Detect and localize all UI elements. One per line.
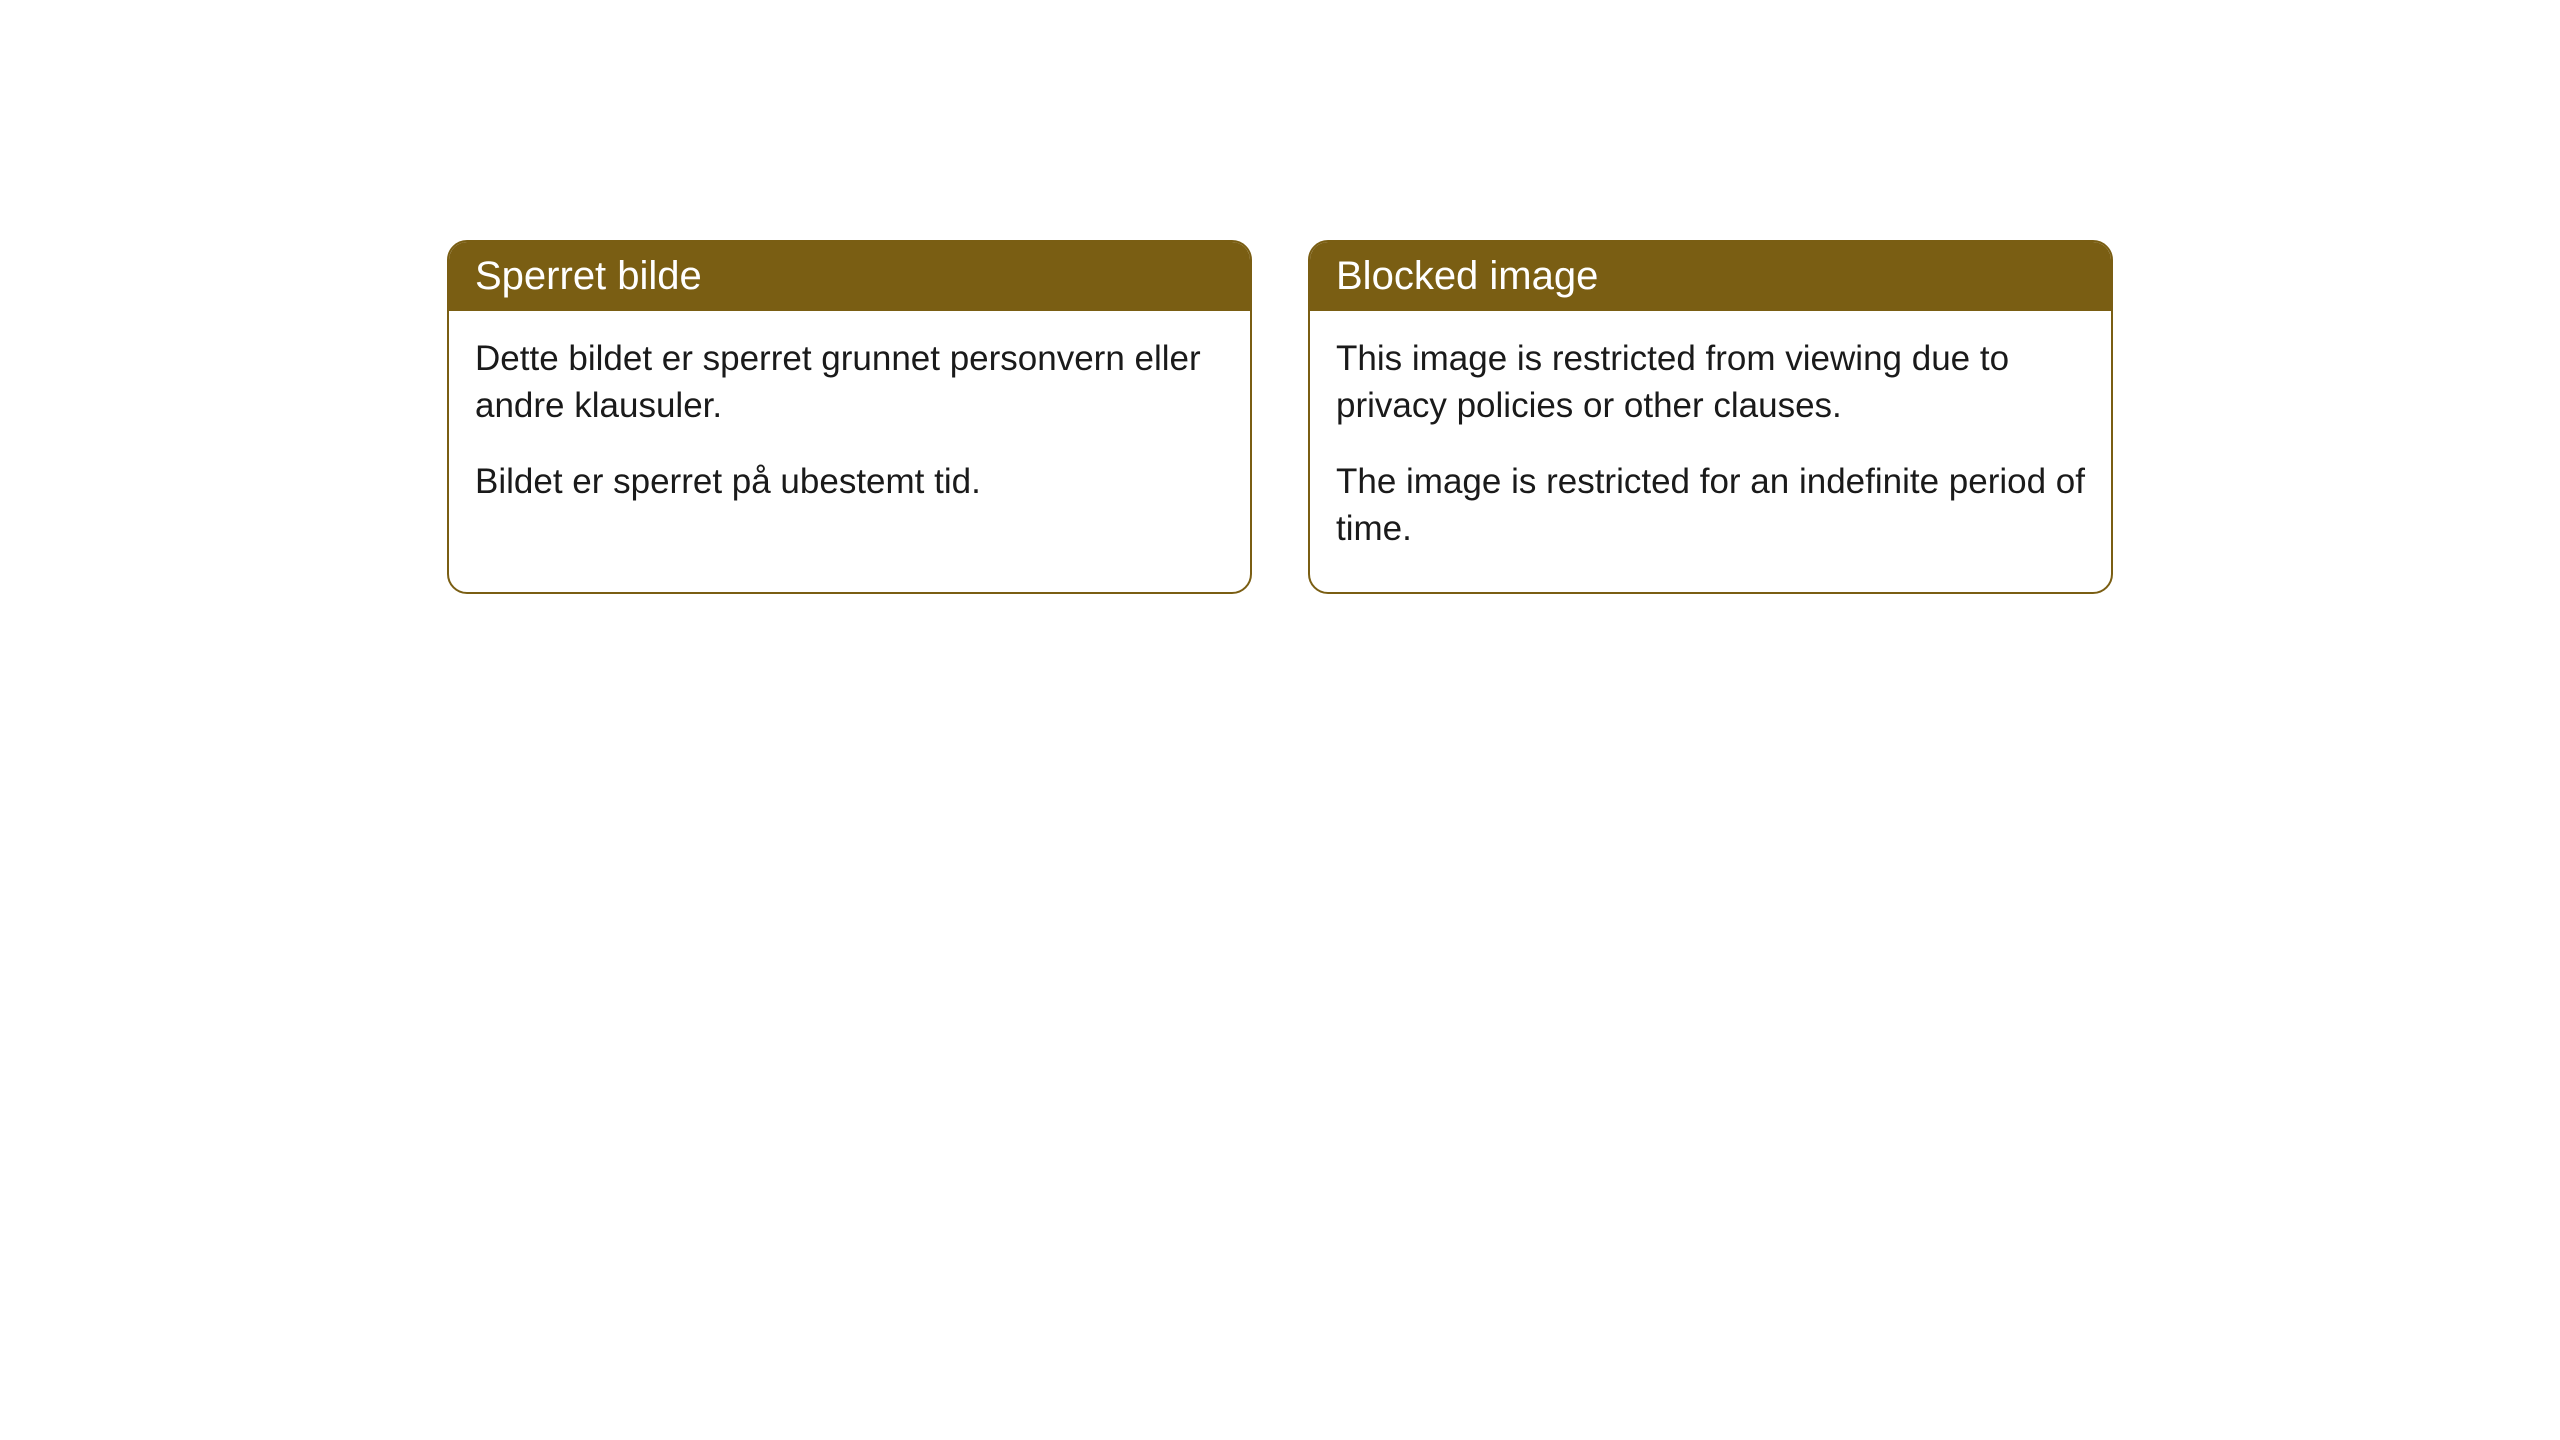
card-paragraph: Dette bildet er sperret grunnet personve… <box>475 335 1224 430</box>
card-paragraph: The image is restricted for an indefinit… <box>1336 458 2085 553</box>
card-body-english: This image is restricted from viewing du… <box>1310 311 2111 592</box>
notice-card-norwegian: Sperret bilde Dette bildet er sperret gr… <box>447 240 1252 594</box>
card-title: Sperret bilde <box>475 254 702 298</box>
notice-cards-container: Sperret bilde Dette bildet er sperret gr… <box>447 240 2113 594</box>
notice-card-english: Blocked image This image is restricted f… <box>1308 240 2113 594</box>
card-paragraph: This image is restricted from viewing du… <box>1336 335 2085 430</box>
card-header-norwegian: Sperret bilde <box>449 242 1250 311</box>
card-body-norwegian: Dette bildet er sperret grunnet personve… <box>449 311 1250 545</box>
card-header-english: Blocked image <box>1310 242 2111 311</box>
card-title: Blocked image <box>1336 254 1598 298</box>
card-paragraph: Bildet er sperret på ubestemt tid. <box>475 458 1224 505</box>
